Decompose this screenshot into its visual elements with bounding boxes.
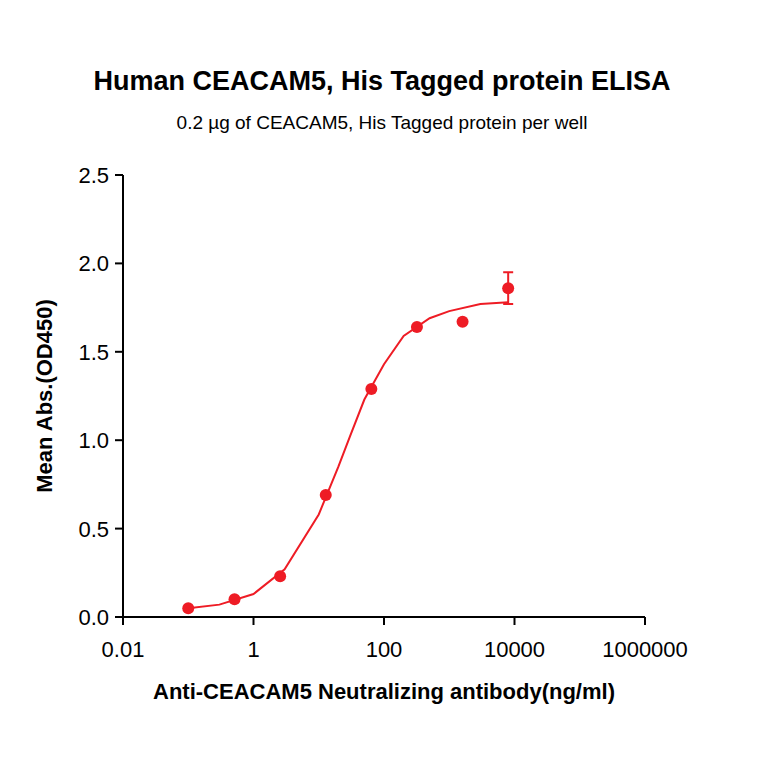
- fit-curve: [188, 302, 508, 608]
- y-tick-label: 0.0: [78, 605, 109, 630]
- y-axis-label: Mean Abs.(OD450): [32, 299, 57, 493]
- y-tick: [115, 439, 123, 441]
- x-tick-label: 1000000: [602, 637, 688, 662]
- x-tick-label: 0.01: [102, 637, 145, 662]
- x-tick: [644, 617, 646, 625]
- y-tick-label: 0.5: [78, 517, 109, 542]
- y-tick-label: 2.0: [78, 251, 109, 276]
- y-tick-label: 1.5: [78, 340, 109, 365]
- title: Human CEACAM5, His Tagged protein ELISA: [93, 66, 670, 96]
- y-axis: [122, 175, 124, 617]
- y-tick: [115, 174, 123, 176]
- y-tick: [115, 616, 123, 618]
- data-point: [457, 316, 469, 328]
- data-point: [502, 282, 514, 294]
- x-tick: [253, 617, 255, 625]
- chart: Human CEACAM5, His Tagged protein ELISA 0…: [0, 0, 764, 764]
- error-bar: [503, 272, 513, 304]
- x-tick-label: 100: [366, 637, 403, 662]
- y-tick-label: 2.5: [78, 163, 109, 188]
- x-tick: [514, 617, 516, 625]
- plot-area: [182, 272, 514, 614]
- y-tick: [115, 351, 123, 353]
- x-tick: [383, 617, 385, 625]
- y-tick-label: 1.0: [78, 428, 109, 453]
- y-tick: [115, 262, 123, 264]
- x-tick-label: 1: [247, 637, 259, 662]
- y-tick: [115, 528, 123, 530]
- subtitle: 0.2 µg of CEACAM5, His Tagged protein pe…: [177, 112, 588, 133]
- x-axis-label: Anti-CEACAM5 Neutralizing antibody(ng/ml…: [153, 679, 615, 704]
- x-tick-label: 10000: [484, 637, 545, 662]
- x-tick: [122, 617, 124, 625]
